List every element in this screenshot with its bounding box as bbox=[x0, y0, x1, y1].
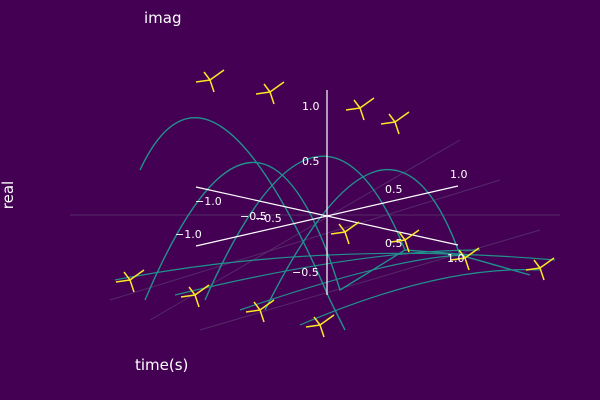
quiver-arrow bbox=[464, 257, 470, 271]
quiver-arrow bbox=[188, 286, 196, 296]
quiver-series bbox=[115, 69, 555, 338]
quiver-arrow bbox=[353, 99, 361, 109]
arc-curve bbox=[264, 168, 531, 311]
x-tick-label: −1.0 bbox=[195, 195, 222, 208]
axis-label-imag: imag bbox=[144, 9, 182, 27]
quiver-arrow bbox=[398, 231, 406, 241]
link-curve bbox=[299, 269, 541, 326]
quiver-arrow bbox=[253, 301, 261, 311]
quiver-arrow bbox=[129, 269, 145, 281]
grid-lines bbox=[70, 139, 560, 331]
quiver-cluster bbox=[525, 257, 555, 281]
grid-line bbox=[199, 229, 541, 331]
quiver-arrow bbox=[344, 231, 350, 245]
z-tick-label: 1.0 bbox=[302, 100, 320, 113]
curve-series bbox=[114, 116, 556, 331]
y-axis bbox=[195, 185, 459, 247]
quiver-arrow bbox=[539, 257, 555, 269]
quiver-arrow bbox=[195, 79, 211, 83]
quiver-arrow bbox=[359, 97, 375, 109]
axis-lines bbox=[195, 90, 459, 295]
quiver-arrow bbox=[464, 247, 480, 259]
quiver-cluster bbox=[380, 111, 410, 135]
quiver-arrow bbox=[123, 271, 131, 281]
quiver-arrow bbox=[209, 79, 215, 93]
quiver-arrow bbox=[533, 259, 541, 269]
quiver-arrow bbox=[404, 229, 420, 241]
x-tick-label: 0.5 bbox=[385, 183, 403, 196]
x-tick-label: 1.0 bbox=[450, 168, 468, 181]
quiver-arrow bbox=[269, 91, 275, 105]
x-tick-label: −0.5 bbox=[255, 212, 282, 225]
quiver-arrow bbox=[194, 294, 200, 308]
arc-curve bbox=[204, 155, 471, 301]
axis-label-real: real bbox=[0, 180, 18, 210]
y-tick-label: 0.5 bbox=[385, 237, 403, 250]
y-tick-label: −0.5 bbox=[240, 210, 267, 223]
y-tick-label: −1.0 bbox=[175, 228, 202, 241]
quiver-cluster bbox=[345, 97, 375, 121]
quiver-arrow bbox=[404, 239, 410, 253]
quiver-arrow bbox=[319, 324, 325, 338]
quiver-arrow bbox=[180, 294, 196, 298]
quiver-arrow bbox=[129, 279, 135, 293]
quiver-cluster bbox=[450, 247, 480, 271]
quiver-arrow bbox=[255, 91, 271, 95]
arc-curve bbox=[139, 116, 346, 331]
quiver-cluster bbox=[305, 314, 335, 338]
quiver-arrow bbox=[259, 299, 275, 311]
quiver-arrow bbox=[345, 107, 361, 111]
quiver-arrow bbox=[245, 309, 261, 313]
quiver-arrow bbox=[458, 249, 466, 259]
quiver-arrow bbox=[263, 83, 271, 93]
quiver-arrow bbox=[394, 111, 410, 123]
quiver-arrow bbox=[259, 309, 265, 323]
quiver-arrow bbox=[313, 316, 321, 326]
quiver-arrow bbox=[338, 223, 346, 233]
quiver-arrow bbox=[394, 121, 400, 135]
link-curve bbox=[174, 249, 481, 296]
y-tick-label: 1.0 bbox=[447, 252, 465, 265]
quiver-arrow bbox=[194, 284, 210, 296]
quiver-cluster bbox=[180, 284, 210, 308]
quiver-arrow bbox=[330, 231, 346, 235]
tick-labels: −1.0 −0.5 0.5 1.0 −1.0 −0.5 0.5 1.0 1.0 0.5 −0.5 bbox=[175, 100, 468, 279]
quiver-arrow bbox=[450, 257, 466, 261]
z-tick-label: 0.5 bbox=[302, 155, 320, 168]
quiver-arrow bbox=[319, 314, 335, 326]
z-tick-label: −0.5 bbox=[292, 266, 319, 279]
quiver-cluster bbox=[330, 221, 360, 245]
quiver-arrow bbox=[344, 221, 360, 233]
axis-label-time: time(s) bbox=[135, 356, 189, 374]
arc-curve bbox=[144, 161, 406, 301]
quiver-arrow bbox=[390, 239, 406, 243]
quiver-cluster bbox=[245, 299, 275, 323]
quiver-arrow bbox=[380, 121, 396, 125]
quiver-arrow bbox=[539, 267, 545, 281]
quiver-arrow bbox=[388, 113, 396, 123]
quiver-arrow bbox=[359, 107, 365, 121]
quiver-arrow bbox=[203, 71, 211, 81]
quiver-arrow bbox=[269, 81, 285, 93]
quiver-cluster bbox=[255, 81, 285, 105]
quiver-arrow bbox=[115, 279, 131, 283]
quiver-arrow bbox=[305, 324, 321, 328]
quiver-cluster bbox=[115, 269, 145, 293]
link-curve bbox=[239, 254, 471, 311]
quiver-arrow bbox=[209, 69, 225, 81]
quiver-cluster bbox=[195, 69, 225, 93]
quiver-cluster bbox=[390, 229, 420, 253]
quiver-arrow bbox=[525, 267, 541, 271]
